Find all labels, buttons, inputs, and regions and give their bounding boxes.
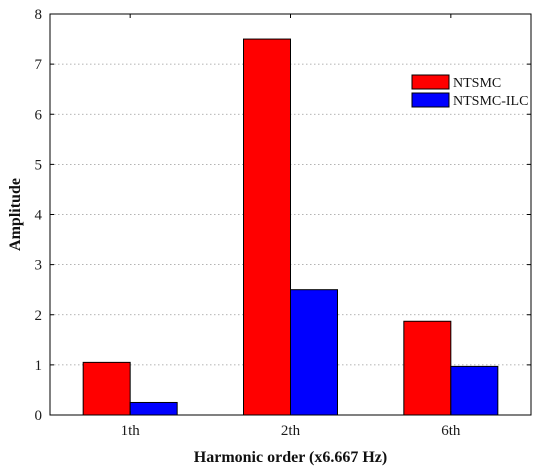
legend: NTSMC NTSMC-ILC [410,73,528,111]
x-tick-label: 1th [121,423,141,439]
legend-swatch-ntsmc [411,74,450,90]
y-tick-label: 8 [35,7,43,23]
legend-swatch-ntsmc-ilc [411,92,450,108]
y-tick-label: 4 [35,208,43,224]
bar-ntsmc-6th [403,320,452,416]
y-tick-label: 6 [35,107,43,123]
y-tick-label: 0 [35,408,43,424]
y-tick-label: 7 [35,57,43,73]
x-axis-ticks: 1th 2th 6th [121,14,461,439]
legend-label-ntsmc-ilc: NTSMC-ILC [453,94,528,109]
bar-ntsmc-1th [82,361,131,416]
x-axis-title: Harmonic order (x6.667 Hz) [194,449,387,466]
legend-label-ntsmc: NTSMC [453,76,501,91]
bar-ntsmc-ilc-2th [290,289,338,416]
y-tick-label: 1 [35,358,43,374]
y-axis-title: Amplitude [7,178,24,251]
y-tick-label: 5 [35,157,43,173]
bar-ntsmc-ilc-1th [129,401,178,416]
y-axis-ticks: 0 1 2 3 4 5 6 7 8 [35,7,531,424]
bar-ntsmc-ilc-6th [450,365,499,416]
x-tick-label: 6th [441,423,461,439]
bar-ntsmc-2th [243,38,291,416]
y-tick-label: 2 [35,308,43,324]
x-tick-label: 2th [281,423,301,439]
y-tick-label: 3 [35,258,43,274]
